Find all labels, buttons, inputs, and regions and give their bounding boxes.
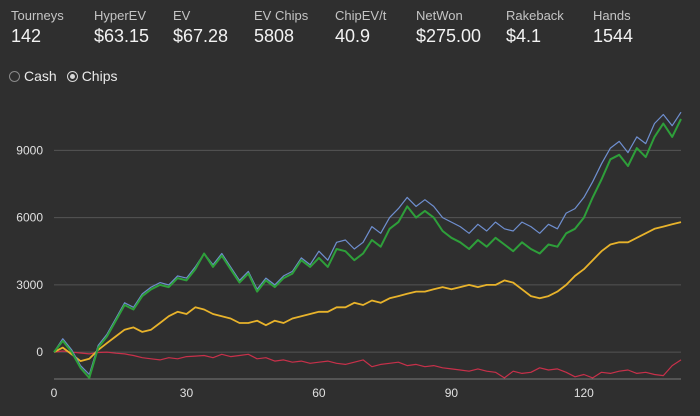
y-tick-label: 9000 [16, 143, 43, 157]
stat-label: ChipEV/t [335, 8, 387, 23]
stat-label: NetWon [416, 8, 463, 23]
series-line-green [53, 118, 682, 379]
stats-bar: Tourneys 142 HyperEV $63.15 EV $67.28 EV Chips… [0, 0, 700, 60]
y-tick-label: 3000 [16, 278, 43, 292]
series-line-yellow [53, 221, 682, 363]
stat-label: HyperEV [94, 8, 147, 23]
mode-selector: Cash Chips [9, 66, 127, 86]
stat-label: EV [173, 8, 191, 23]
stat-value: 1544 [593, 26, 634, 46]
chips-label: Chips [81, 68, 118, 84]
stat-label: Tourneys [11, 8, 64, 23]
x-tick-label: 0 [51, 386, 58, 400]
stat-rakeback: Rakeback $4.1 [506, 8, 564, 47]
stat-ev: EV $67.28 [173, 8, 228, 47]
y-tick-label: 6000 [16, 211, 43, 225]
chips-option[interactable]: Chips [66, 68, 118, 84]
stat-value: 5808 [254, 26, 295, 46]
stat-netwon: NetWon $275.00 [416, 8, 481, 47]
stat-value: 142 [11, 26, 42, 46]
x-tick-label: 120 [574, 386, 594, 400]
stat-ev-chips: EV Chips 5808 [254, 8, 308, 47]
stat-value: $67.28 [173, 26, 229, 46]
stat-label: Hands [593, 8, 631, 23]
stat-hyperev: HyperEV $63.15 [94, 8, 149, 47]
stat-label: EV Chips [254, 8, 309, 23]
stat-chipev-t: ChipEV/t 40.9 [335, 8, 386, 47]
series-line-blue [53, 111, 682, 376]
stat-hands: Hands 1544 [593, 8, 633, 47]
stat-value: $4.1 [506, 26, 542, 46]
chips-radio[interactable] [66, 70, 78, 82]
x-tick-label: 60 [312, 386, 326, 400]
stat-tourneys: Tourneys 142 [11, 8, 64, 47]
stat-value: $275.00 [416, 26, 482, 46]
stat-value: $63.15 [94, 26, 150, 46]
cash-option[interactable]: Cash [9, 68, 57, 84]
x-tick-label: 30 [180, 386, 194, 400]
stat-value: 40.9 [335, 26, 371, 46]
x-tick-label: 90 [445, 386, 459, 400]
cash-label: Cash [24, 68, 57, 84]
stat-label: Rakeback [506, 8, 564, 23]
cash-radio[interactable] [9, 70, 20, 82]
profit-chart: 0 3000 6000 9000 0 30 60 90 120 [16, 111, 682, 400]
y-tick-label: 0 [36, 345, 43, 359]
series-line-red [53, 350, 682, 379]
